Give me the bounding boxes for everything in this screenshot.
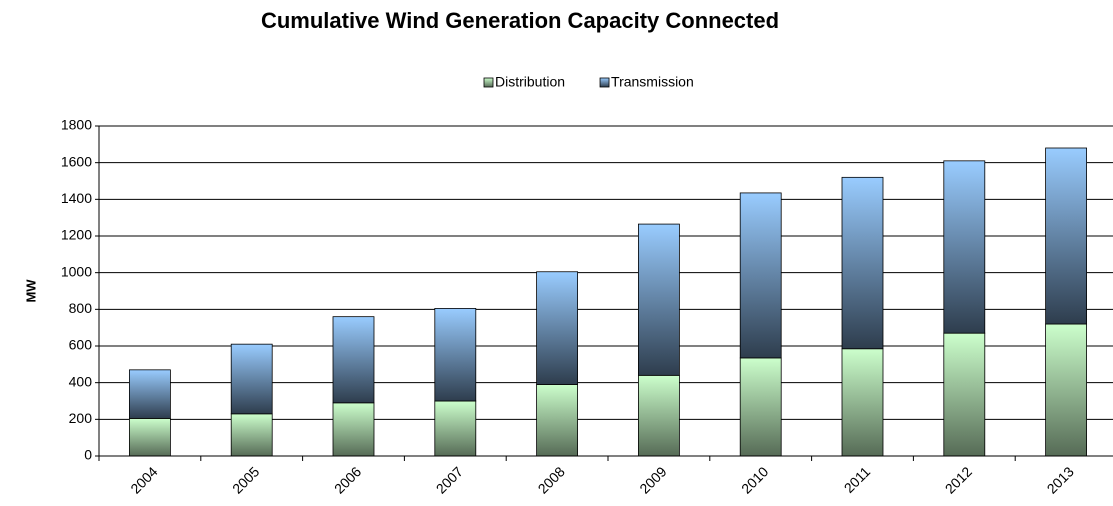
bar-segment xyxy=(230,413,273,457)
bar-segment xyxy=(943,160,986,334)
legend-swatch xyxy=(599,77,610,88)
x-tick-label: 2007 xyxy=(433,463,466,496)
bar-segment xyxy=(332,316,375,404)
x-tick-label: 2004 xyxy=(127,463,160,496)
y-tick-label: 800 xyxy=(69,300,93,316)
bar-segment xyxy=(1045,147,1087,325)
x-tick-label: 2012 xyxy=(942,463,975,496)
bar-segment xyxy=(739,192,782,359)
y-axis-title: MW xyxy=(23,279,38,303)
y-tick-label: 1800 xyxy=(61,117,92,133)
chart-title: Cumulative Wind Generation Capacity Conn… xyxy=(261,8,779,33)
legend-label: Transmission xyxy=(611,74,694,90)
bar-segment xyxy=(943,332,986,457)
bar-segment xyxy=(841,348,884,457)
y-tick-label: 1400 xyxy=(61,190,92,206)
x-tick-label: 2010 xyxy=(738,463,771,496)
bar-segment xyxy=(332,402,375,457)
bar-segment xyxy=(230,343,273,415)
x-tick-label: 2013 xyxy=(1043,463,1076,496)
bar-segment xyxy=(128,369,171,419)
bar-segment xyxy=(536,271,578,385)
y-tick-label: 200 xyxy=(69,410,93,426)
y-tick-label: 600 xyxy=(69,337,93,353)
x-tick-label: 2009 xyxy=(636,463,669,496)
bar-segment xyxy=(434,308,477,402)
bar-segment xyxy=(638,374,680,457)
x-tick-label: 2005 xyxy=(229,463,262,496)
bar-segment xyxy=(739,357,782,457)
y-tick-label: 0 xyxy=(84,447,92,463)
y-tick-label: 400 xyxy=(69,373,93,389)
x-tick-label: 2011 xyxy=(841,463,874,496)
x-tick-label: 2006 xyxy=(331,463,364,496)
y-tick-label: 1600 xyxy=(61,153,92,169)
y-tick-label: 1000 xyxy=(61,263,92,279)
bar-segment xyxy=(434,400,477,457)
y-tick-label: 1200 xyxy=(61,227,92,243)
legend-swatch xyxy=(483,77,494,88)
legend-label: Distribution xyxy=(495,74,565,90)
x-tick-label: 2008 xyxy=(534,463,567,496)
bar-segment xyxy=(638,223,680,376)
bar-segment xyxy=(1045,323,1087,457)
bar-segment xyxy=(128,418,171,457)
bar-segment xyxy=(841,176,884,350)
bar-segment xyxy=(536,384,578,457)
